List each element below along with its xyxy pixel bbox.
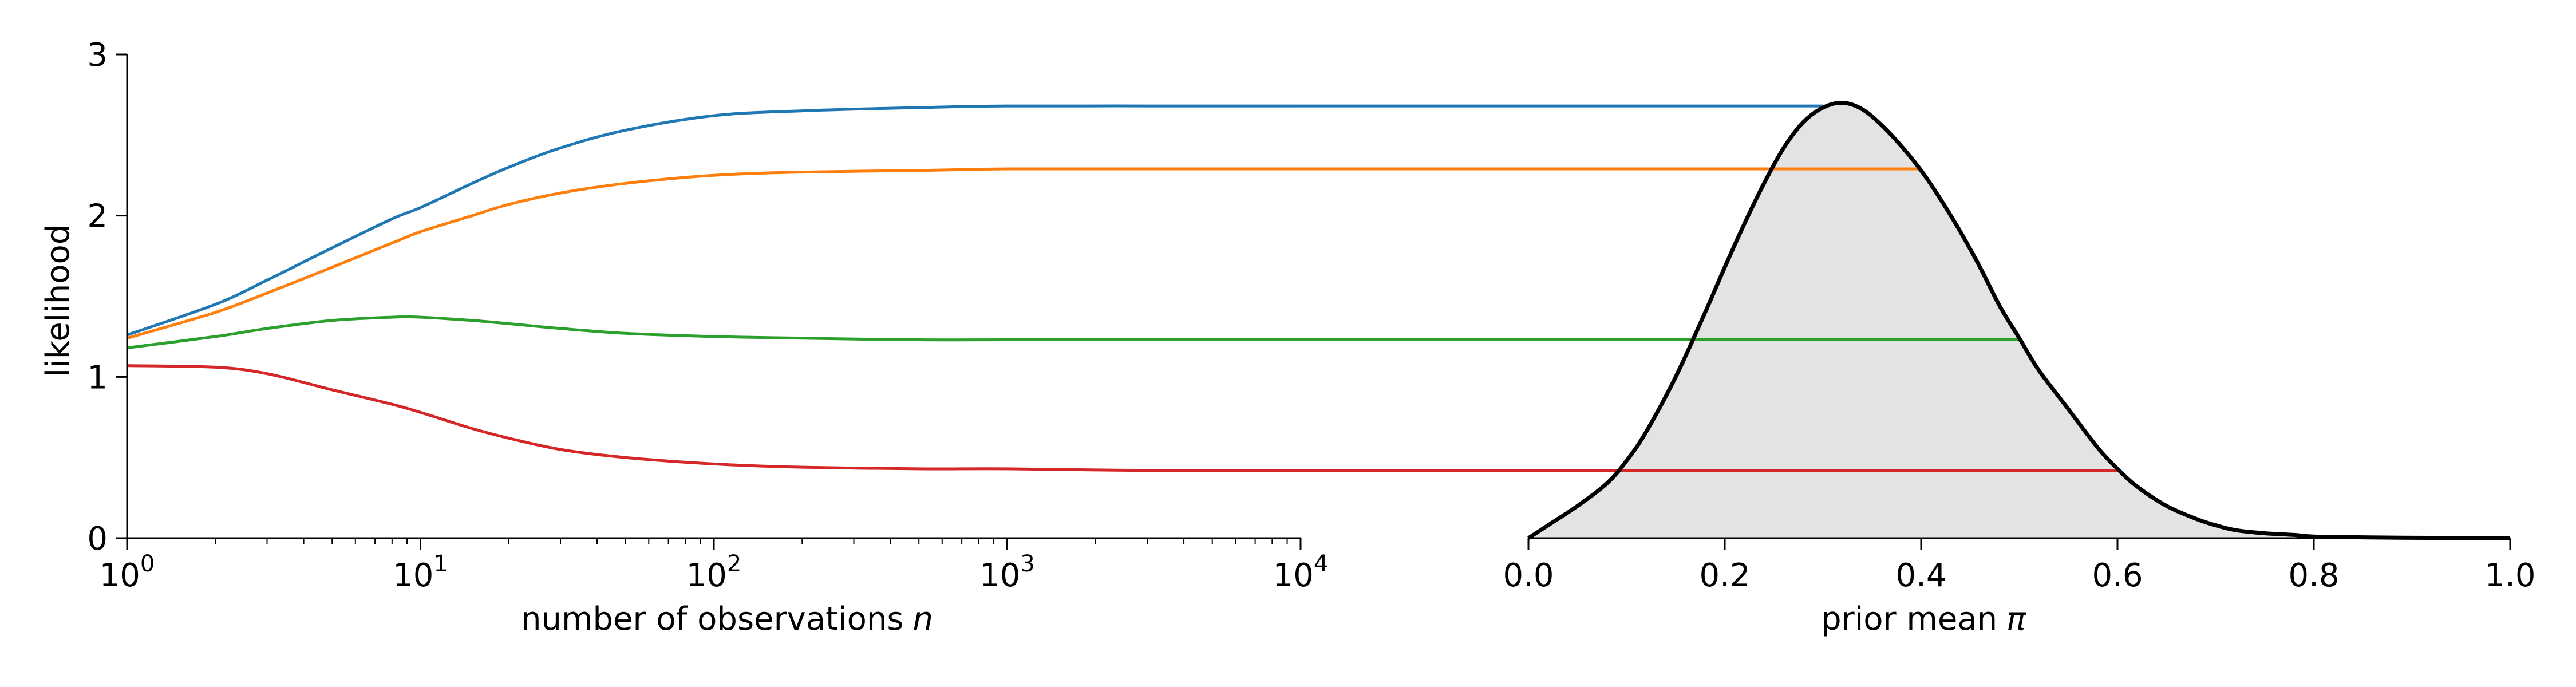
prior-density-fill [1528,102,2510,538]
right-x-axis-label: prior mean π [1821,601,2026,638]
y-axis-label: likelihood [39,224,77,377]
right-x-axis-label-text: prior mean [1821,601,1997,638]
y-tick-label: 3 [87,37,108,74]
y-tick-label: 2 [87,198,108,235]
right-x-tick-label: 0.0 [1503,557,1554,594]
left-panel-series [127,104,1301,472]
left-series-line-4 [127,364,1301,472]
prior-density-curve [1527,100,2511,540]
left-series-line-1 [127,104,1301,337]
x-tick-label: 100 [100,551,155,594]
left-x-axis-label: number of observations n [521,601,933,638]
left-series-line-2 [127,167,1301,340]
right-x-tick-label: 0.6 [2092,557,2143,594]
level-lines [1301,104,2117,472]
y-tick-label: 0 [87,520,108,558]
x-tick-label: 103 [979,551,1035,594]
left-panel-axes: 0 1 2 3 100 101 102 103 104 [87,37,1328,594]
right-panel-axes: 0.0 0.2 0.4 0.6 0.8 1.0 [1503,537,2536,594]
left-x-axis-label-text: number of observations [521,601,904,638]
right-x-axis-label-var: π [2006,601,2026,638]
right-x-tick-label: 0.4 [1895,557,1946,594]
right-x-tick-label: 1.0 [2484,557,2535,594]
left-x-axis-label-var: n [913,601,934,638]
right-x-tick-label: 0.2 [1699,557,1750,594]
y-tick-label: 1 [87,359,108,396]
x-tick-label: 102 [686,551,742,594]
x-tick-label: 101 [393,551,448,594]
left-series-line-3 [127,315,1301,350]
right-x-tick-label: 0.8 [2288,557,2339,594]
x-tick-label: 104 [1273,551,1329,594]
